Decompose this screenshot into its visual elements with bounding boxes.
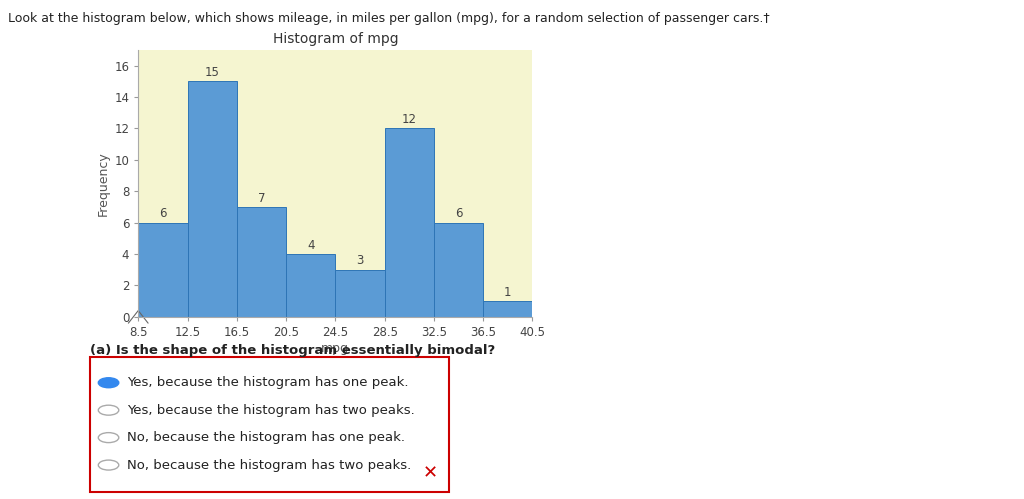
Bar xyxy=(138,223,187,317)
Text: 4: 4 xyxy=(307,239,314,251)
Text: Look at the histogram below, which shows mileage, in miles per gallon (mpg), for: Look at the histogram below, which shows… xyxy=(8,12,770,25)
Text: ✕: ✕ xyxy=(423,465,438,483)
Text: 15: 15 xyxy=(205,66,219,79)
Bar xyxy=(483,301,532,317)
Text: 12: 12 xyxy=(401,113,417,126)
Text: 6: 6 xyxy=(455,207,462,220)
Text: Yes, because the histogram has one peak.: Yes, because the histogram has one peak. xyxy=(127,376,409,389)
Text: 7: 7 xyxy=(258,192,265,205)
Bar xyxy=(286,254,336,317)
Text: Yes, because the histogram has two peaks.: Yes, because the histogram has two peaks… xyxy=(127,404,415,417)
Bar xyxy=(187,81,237,317)
Text: 3: 3 xyxy=(356,254,364,267)
Text: No, because the histogram has one peak.: No, because the histogram has one peak. xyxy=(127,431,404,444)
Bar xyxy=(336,270,385,317)
Bar xyxy=(434,223,483,317)
Bar xyxy=(385,128,434,317)
Text: (a) Is the shape of the histogram essentially bimodal?: (a) Is the shape of the histogram essent… xyxy=(90,344,496,357)
X-axis label: mpg: mpg xyxy=(322,342,349,355)
Y-axis label: Frequency: Frequency xyxy=(97,151,110,216)
Text: No, because the histogram has two peaks.: No, because the histogram has two peaks. xyxy=(127,459,412,472)
Bar xyxy=(237,207,286,317)
Title: Histogram of mpg: Histogram of mpg xyxy=(272,32,398,46)
Text: 1: 1 xyxy=(504,286,512,299)
Text: 6: 6 xyxy=(159,207,167,220)
